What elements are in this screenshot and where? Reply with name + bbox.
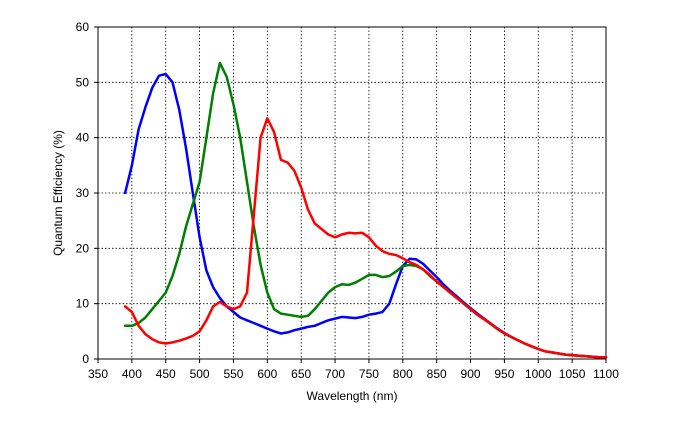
y-tick-label-6: 60	[76, 20, 90, 34]
x-tick-label-14: 1050	[559, 367, 586, 381]
x-tick-label-2: 450	[156, 367, 176, 381]
grid	[98, 27, 606, 359]
x-tick-label-0: 350	[88, 367, 108, 381]
x-axis-ticks: 350 400 450 500 550 600 650 700 750 800 850 900 950 1…	[88, 359, 619, 381]
x-tick-label-3: 500	[190, 367, 210, 381]
y-tick-label-3: 30	[76, 186, 90, 200]
y-tick-label-4: 40	[76, 131, 90, 145]
series-line-1	[123, 61, 608, 359]
series-line-0	[123, 72, 608, 359]
y-tick-label-2: 20	[76, 241, 90, 255]
x-tick-label-5: 600	[257, 367, 277, 381]
y-axis-title: Quantum Efficiency (%)	[51, 130, 65, 256]
x-tick-label-15: 1100	[593, 367, 619, 381]
x-axis-title: Wavelength (nm)	[307, 389, 398, 403]
x-tick-label-12: 950	[494, 367, 514, 381]
x-tick-label-7: 700	[325, 367, 345, 381]
x-tick-label-1: 400	[122, 367, 142, 381]
x-tick-label-11: 900	[461, 367, 481, 381]
y-tick-label-5: 50	[76, 75, 90, 89]
x-tick-label-8: 750	[359, 367, 379, 381]
series-lines	[123, 61, 608, 359]
series-line-2	[123, 117, 608, 359]
x-tick-label-4: 550	[223, 367, 243, 381]
x-tick-label-10: 850	[427, 367, 447, 381]
y-axis-ticks: 0 10 20 30 40 50 60	[76, 20, 98, 366]
x-tick-label-13: 1000	[525, 367, 552, 381]
x-tick-label-9: 800	[393, 367, 413, 381]
y-tick-label-1: 10	[76, 297, 90, 311]
x-tick-label-6: 650	[291, 367, 311, 381]
y-tick-label-0: 0	[82, 352, 89, 366]
